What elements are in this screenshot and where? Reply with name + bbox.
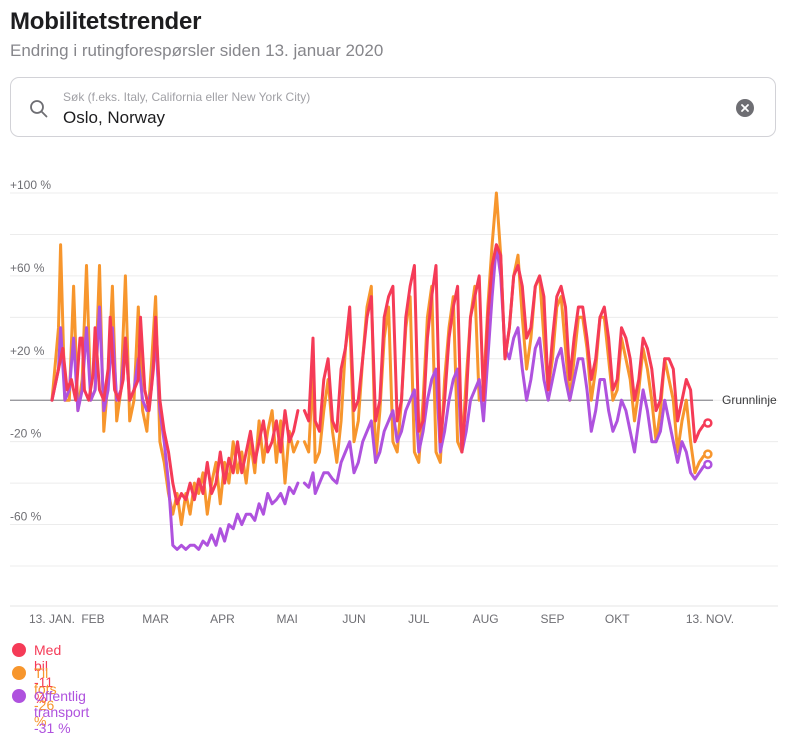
x-tick-label: FEB bbox=[81, 612, 104, 626]
legend-label-transit: Offentlig transport -31 % bbox=[34, 688, 90, 736]
legend-dot-walking bbox=[12, 666, 26, 680]
search-placeholder: Søk (f.eks. Italy, California eller New … bbox=[63, 90, 311, 104]
x-tick-label: MAR bbox=[142, 612, 169, 626]
y-tick-label: +60 % bbox=[10, 261, 45, 275]
x-tick-label: APR bbox=[210, 612, 235, 626]
series-end-marker-til-fots bbox=[703, 449, 713, 459]
legend-label-driving: Med bil -11 % bbox=[34, 642, 62, 706]
x-tick-label: SEP bbox=[541, 612, 565, 626]
x-tick-label: JUN bbox=[342, 612, 365, 626]
search-icon bbox=[29, 99, 49, 119]
page-title: Mobilitetstrender bbox=[10, 8, 202, 35]
x-tick-label: MAI bbox=[276, 612, 297, 626]
x-tick-label: 13. JAN. bbox=[29, 612, 75, 626]
legend-dot-driving bbox=[12, 643, 26, 657]
baseline-label: Grunnlinje bbox=[722, 393, 777, 407]
x-tick-label: OKT bbox=[605, 612, 630, 626]
legend-dot-transit bbox=[12, 689, 26, 703]
clear-icon[interactable] bbox=[736, 99, 754, 117]
y-tick-label: +100 % bbox=[10, 178, 51, 192]
y-tick-label: -20 % bbox=[10, 427, 42, 441]
x-tick-label: JUL bbox=[408, 612, 430, 626]
series-end-marker-offentlig-transport bbox=[703, 459, 713, 470]
x-tick-label: 13. NOV. bbox=[686, 612, 734, 626]
y-tick-label: +20 % bbox=[10, 344, 45, 358]
mobility-chart: +100 % +60 % +20 % -20 % -60 % 13. JAN. FEB MAR… bbox=[10, 178, 778, 626]
series-end-marker-med-bil bbox=[703, 418, 713, 428]
y-tick-label: -60 % bbox=[10, 510, 42, 524]
search-input[interactable]: Oslo, Norway bbox=[63, 108, 166, 127]
x-tick-label: AUG bbox=[473, 612, 499, 626]
search-box[interactable]: Søk (f.eks. Italy, California eller New … bbox=[10, 77, 776, 137]
page-subtitle: Endring i rutingforespørsler siden 13. j… bbox=[10, 41, 384, 60]
series-line-med-bil bbox=[50, 243, 710, 506]
